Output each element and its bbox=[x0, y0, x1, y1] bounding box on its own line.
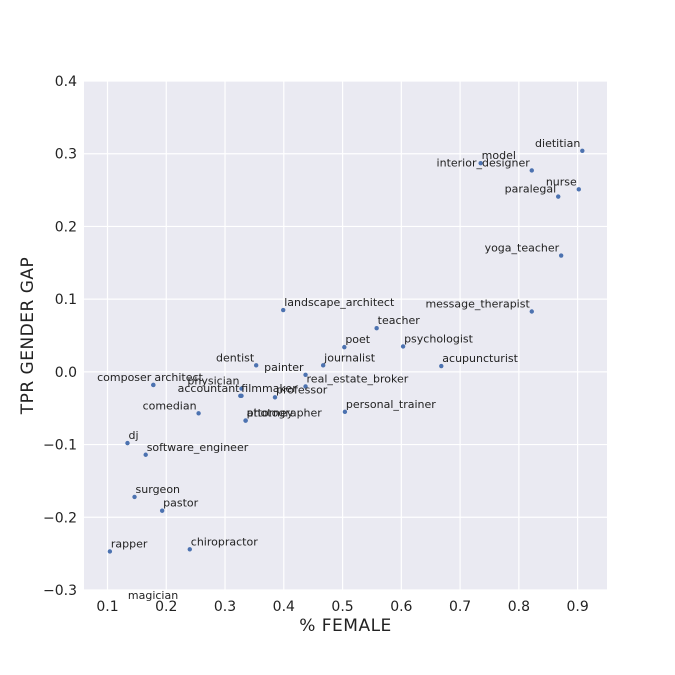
point-label: architect bbox=[154, 371, 203, 384]
x-tick-label: 0.4 bbox=[273, 599, 295, 615]
y-tick-label: 0.1 bbox=[55, 292, 77, 308]
plot-area bbox=[84, 81, 607, 590]
point-label: real_estate_broker bbox=[307, 372, 409, 385]
y-axis-ticks: −0.3 −0.2 −0.1 0.0 0.1 0.2 0.3 0.4 bbox=[43, 74, 77, 599]
x-tick-label: 0.6 bbox=[390, 599, 412, 615]
x-tick-label: 0.2 bbox=[155, 599, 177, 615]
point-label: model bbox=[482, 149, 516, 162]
data-point bbox=[243, 418, 248, 423]
y-tick-label: −0.1 bbox=[43, 438, 77, 454]
y-tick-label: −0.3 bbox=[43, 583, 77, 599]
data-point bbox=[253, 363, 259, 368]
x-axis-label: % FEMALE bbox=[299, 616, 392, 636]
point-label: dietitian bbox=[535, 137, 580, 150]
point-label: chiropractor bbox=[191, 535, 258, 548]
x-tick-label: 0.7 bbox=[449, 599, 471, 615]
data-point bbox=[400, 344, 406, 349]
point-label: journalist bbox=[323, 351, 376, 364]
point-label: painter bbox=[264, 361, 304, 374]
point-label: dj bbox=[128, 429, 138, 442]
data-point bbox=[303, 384, 308, 389]
point-label: rapper bbox=[111, 537, 148, 550]
y-tick-label: 0.4 bbox=[55, 74, 77, 90]
x-tick-label: 0.3 bbox=[214, 599, 236, 615]
data-point bbox=[558, 253, 564, 258]
point-label: yoga_teacher bbox=[485, 242, 560, 255]
data-point bbox=[342, 344, 347, 350]
data-point bbox=[439, 363, 444, 369]
data-point bbox=[239, 386, 244, 391]
point-label: poet bbox=[345, 333, 370, 346]
y-tick-label: −0.2 bbox=[43, 510, 77, 526]
data-point bbox=[239, 393, 244, 399]
y-tick-label: 0.2 bbox=[55, 219, 77, 235]
data-point bbox=[529, 168, 534, 173]
data-point bbox=[107, 549, 113, 554]
point-label: pastor bbox=[163, 497, 198, 510]
data-point bbox=[125, 440, 130, 446]
point-label: software_engineer bbox=[147, 441, 249, 454]
point-label: personal_trainer bbox=[346, 398, 436, 411]
point-label: filmmaker bbox=[241, 382, 297, 395]
data-point bbox=[374, 326, 379, 331]
point-label: message_therapist bbox=[425, 298, 530, 311]
data-point bbox=[187, 547, 192, 552]
data-point bbox=[320, 363, 326, 368]
y-axis-label: TPR GENDER GAP bbox=[18, 257, 38, 416]
point-label: physician bbox=[187, 375, 239, 388]
data-point bbox=[143, 452, 148, 457]
data-point bbox=[303, 372, 308, 377]
point-label: photographer bbox=[247, 407, 323, 420]
data-point bbox=[556, 194, 561, 199]
point-label: nurse bbox=[546, 175, 577, 188]
data-point bbox=[576, 187, 581, 192]
data-point bbox=[132, 494, 137, 500]
point-label: composer bbox=[97, 371, 152, 384]
point-label: psychologist bbox=[404, 332, 474, 345]
point-label: comedian bbox=[143, 399, 197, 412]
x-axis-ticks: 0.1 0.2 0.3 0.4 0.5 0.6 0.7 0.8 0.9 bbox=[96, 599, 588, 615]
y-tick-label: 0.0 bbox=[55, 365, 77, 381]
data-point bbox=[478, 160, 483, 166]
x-tick-label: 0.9 bbox=[566, 599, 588, 615]
point-label: accountant bbox=[178, 382, 241, 395]
data-point bbox=[272, 395, 278, 400]
point-label: acupuncturist bbox=[442, 352, 518, 365]
data-point bbox=[580, 148, 585, 154]
x-tick-label: 0.5 bbox=[331, 599, 353, 615]
point-label: teacher bbox=[378, 314, 421, 327]
y-tick-label: 0.3 bbox=[55, 147, 77, 163]
point-label: professor bbox=[276, 383, 328, 396]
point-label: landscape_architect bbox=[284, 296, 395, 309]
point-label: interior_designer bbox=[437, 156, 531, 169]
data-point bbox=[159, 508, 165, 513]
point-label: surgeon bbox=[136, 483, 181, 496]
point-label: paralegal bbox=[505, 183, 557, 196]
data-point bbox=[529, 309, 534, 314]
data-point bbox=[151, 382, 156, 388]
data-point bbox=[281, 307, 286, 313]
point-label: attorney bbox=[247, 407, 294, 420]
x-tick-label: 0.8 bbox=[508, 599, 530, 615]
gridlines bbox=[84, 80, 607, 591]
data-point bbox=[342, 409, 348, 415]
point-label: magician bbox=[128, 589, 178, 602]
x-tick-label: 0.1 bbox=[96, 599, 118, 615]
data-point bbox=[196, 411, 201, 416]
point-label: dentist bbox=[216, 351, 255, 364]
data-points: dietitian modelinterior_designernursepara… bbox=[97, 137, 585, 602]
